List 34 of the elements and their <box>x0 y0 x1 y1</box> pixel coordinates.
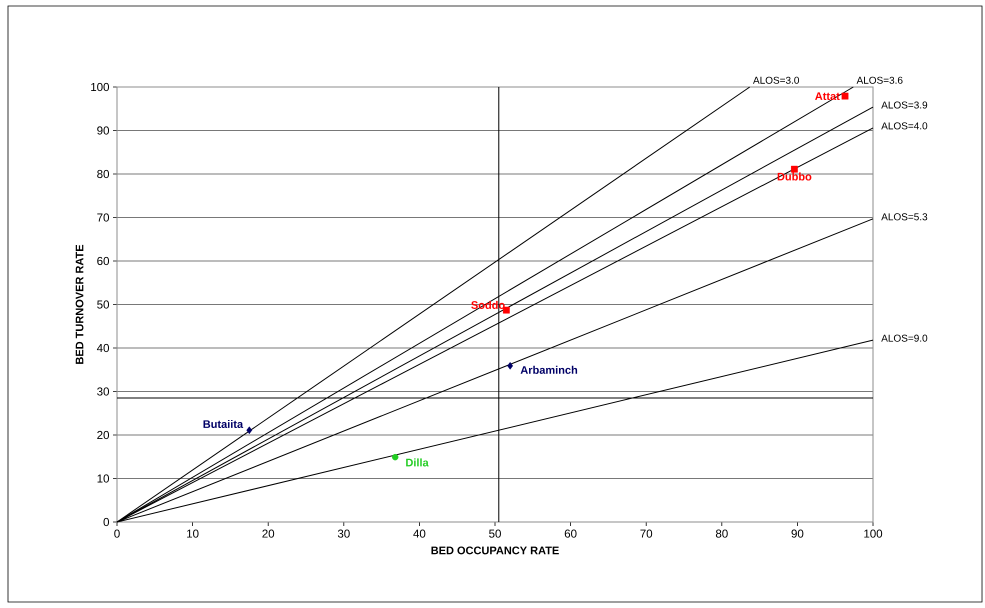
x-tick-label: 70 <box>640 530 652 538</box>
series-label: ALOS=9.0 <box>881 334 928 342</box>
y-tick-label: 40 <box>96 344 110 352</box>
series-label: ALOS=4.0 <box>881 122 928 130</box>
y-tick-label: 70 <box>97 213 110 222</box>
series-label: ALOS=3.6 <box>856 76 903 84</box>
y-tick-label: 80 <box>97 170 110 178</box>
series-label: Dilla <box>406 458 429 466</box>
series-label: ALOS=3.0 <box>752 76 800 84</box>
series-label: Arbaminch <box>520 366 578 374</box>
y-axis-title: BED TURNOVER RATE <box>76 244 84 364</box>
y-tick-label: 50 <box>97 300 110 309</box>
y-tick-label: 10 <box>98 474 110 483</box>
x-tick-label: 50 <box>489 530 501 538</box>
y-tick-label: 100 <box>91 82 110 92</box>
x-tick-label: 20 <box>262 530 274 538</box>
series-label: ALOS=3.9 <box>881 101 928 109</box>
x-tick-label: 10 <box>187 530 199 538</box>
series-label: Dubbo <box>778 172 812 180</box>
y-tick-label: 0 <box>104 518 110 526</box>
x-tick-label: 90 <box>792 530 804 538</box>
x-tick-label: 60 <box>564 530 577 538</box>
x-axis-title: BED OCCUPANCY RATE <box>431 546 559 554</box>
y-tick-label: 30 <box>97 387 110 396</box>
series-label: Butaiita <box>204 420 244 428</box>
y-tick-label: 60 <box>97 256 110 266</box>
y-tick-label: 20 <box>97 430 110 440</box>
series-label: ALOS=5.3 <box>881 213 928 220</box>
x-tick-label: 40 <box>413 530 426 538</box>
x-tick-label: 100 <box>864 530 882 538</box>
x-tick-label: 80 <box>716 530 728 538</box>
y-tick-label: 90 <box>97 126 110 135</box>
x-tick-label: 0 <box>114 530 120 538</box>
x-tick-label: 30 <box>338 530 350 538</box>
